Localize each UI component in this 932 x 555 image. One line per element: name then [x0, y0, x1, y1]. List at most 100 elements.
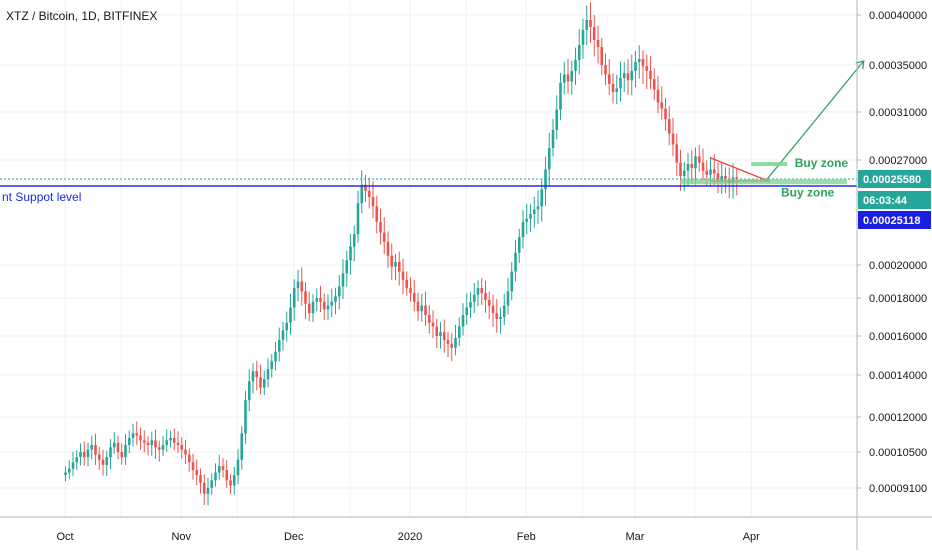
candle-body [176, 442, 180, 445]
candle-body [229, 480, 232, 486]
support-price-tag: 0.00025118 [863, 215, 921, 227]
candle-body [716, 173, 720, 181]
candle-body [300, 281, 304, 292]
candle-body [630, 70, 634, 81]
candle-body [596, 40, 600, 47]
y-tick-label: 0.00027000 [869, 155, 927, 167]
candle-body [446, 339, 450, 344]
buy-zone-marker-upper [751, 162, 788, 167]
countdown-tag-bg [858, 191, 931, 209]
candle-body [296, 281, 300, 289]
y-tick-label: 0.00031000 [869, 107, 927, 119]
y-tick-label: 0.00016000 [869, 331, 927, 343]
candle-body [679, 162, 682, 177]
x-tick-label: Apr [743, 531, 760, 543]
candle-body [274, 351, 277, 362]
candle-body [322, 301, 326, 310]
y-tick-label: 0.00012000 [869, 412, 927, 424]
candle-body [536, 206, 540, 210]
candle-body [555, 109, 559, 130]
candle-body [667, 119, 671, 134]
candle-body [424, 305, 427, 316]
candle-body [622, 73, 626, 78]
candle-body [484, 293, 487, 300]
candle-body [551, 130, 555, 148]
candle-body [660, 102, 664, 109]
candle-body [79, 452, 82, 458]
candle-body [521, 221, 525, 238]
target-arrow-head [855, 60, 865, 70]
candle-body [559, 82, 562, 110]
candle-body [71, 462, 75, 469]
candle-body [349, 246, 352, 261]
candle-body [105, 457, 109, 465]
candle-body [195, 470, 199, 476]
candle-body [330, 301, 334, 306]
candle-body [574, 60, 577, 71]
y-tick-label: 0.00020000 [869, 260, 927, 272]
candle-body [450, 343, 454, 348]
candle-body [382, 232, 386, 242]
candle-body [375, 206, 379, 222]
candle-body [367, 190, 371, 198]
candle-body [472, 294, 476, 302]
candle-body [360, 184, 364, 204]
candle-body [491, 305, 495, 314]
candle-body [705, 170, 709, 175]
candle-body [405, 279, 409, 289]
candle-body [259, 377, 262, 388]
candle-body [124, 445, 127, 458]
candle-body [397, 261, 401, 272]
grid [0, 0, 857, 517]
x-tick-label: Dec [284, 531, 304, 543]
current-price-tag: 0.00025580 [863, 174, 921, 186]
candle-body [476, 288, 480, 295]
candle-body [671, 133, 675, 145]
y-tick-label: 0.00040000 [869, 10, 927, 22]
candle-body [172, 438, 176, 443]
candle-body [169, 438, 172, 441]
y-tick-label: 0.00009100 [869, 483, 927, 495]
candle-body [334, 296, 337, 302]
candle-body [371, 197, 375, 207]
buy-zone-label-lower: Buy zone [781, 186, 835, 200]
candle-body [566, 74, 570, 82]
candle-body [277, 339, 281, 352]
candle-body [589, 20, 592, 27]
candle-body [514, 252, 517, 272]
candle-body [64, 472, 67, 476]
candle-body [281, 330, 285, 340]
candle-body [247, 381, 251, 401]
candle-body [701, 162, 705, 171]
x-tick-label: Feb [517, 531, 536, 543]
candle-body [686, 164, 690, 171]
candle-body [266, 369, 270, 380]
overlays: nt Suppot level Buy zone Buy zone [0, 60, 865, 204]
candle-body [487, 299, 491, 306]
candle-body [656, 89, 660, 103]
triangle-resistance-line [709, 156, 771, 183]
candle-body [187, 454, 191, 463]
candle-body [570, 70, 574, 82]
candle-body [540, 189, 544, 207]
candle-body [139, 435, 142, 441]
candle-body [345, 260, 349, 274]
candle-body [394, 261, 397, 267]
y-tick-label: 0.00018000 [869, 293, 927, 305]
candle-body [75, 457, 79, 463]
candle-body [157, 447, 161, 450]
candle-body [356, 203, 360, 235]
candle-body [161, 445, 165, 450]
candle-body [709, 169, 712, 175]
candle-body [581, 30, 585, 45]
candle-body [510, 271, 514, 292]
y-tick-label: 0.00010500 [869, 447, 927, 459]
candle-body [585, 20, 589, 30]
candle-body [615, 88, 619, 93]
candle-body [154, 440, 157, 448]
candle-body [720, 176, 724, 181]
candle-body [664, 108, 667, 120]
x-tick-label: Oct [56, 531, 73, 543]
candle-body [562, 74, 566, 83]
